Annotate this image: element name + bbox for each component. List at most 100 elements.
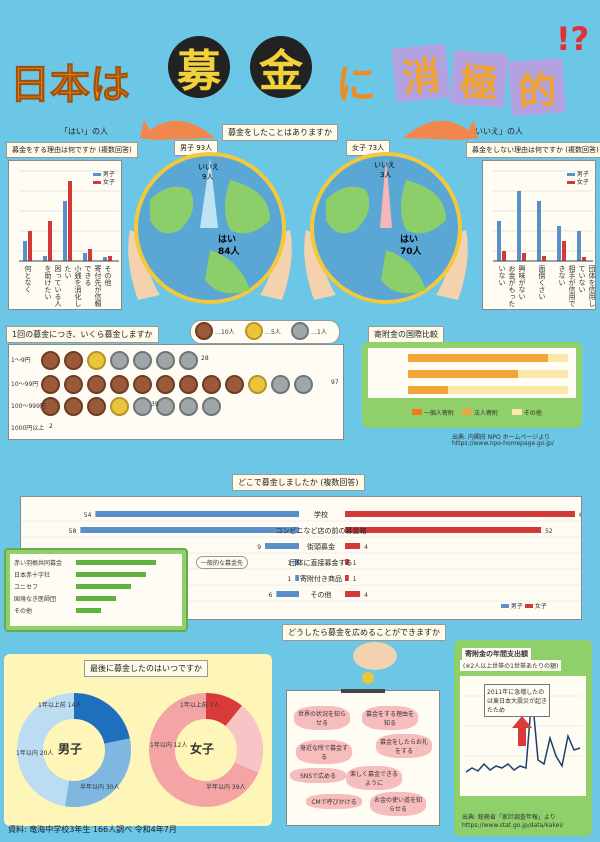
heart-4: SNSで広める bbox=[290, 768, 346, 783]
reason-right-4: 団体を信用していない bbox=[578, 265, 596, 307]
reason-left-1: 困っている人を助けたい bbox=[44, 265, 62, 307]
where-girl-value: 61 bbox=[579, 512, 581, 519]
reason-right-title: 募金をしない理由は何ですか (複数回答) bbox=[466, 142, 600, 158]
coin-row2-item bbox=[87, 397, 106, 416]
title-kyoku-box: 極 bbox=[450, 50, 508, 108]
intl-title: 寄附金の国際比較 bbox=[368, 326, 444, 343]
reason-right-3: 相手が信用できない bbox=[558, 265, 576, 307]
where-bar-boy bbox=[265, 543, 299, 549]
where-bar-girl bbox=[345, 511, 575, 517]
coin-row2-item bbox=[110, 397, 129, 416]
green-bar-3 bbox=[76, 596, 116, 601]
boys-yes-b: 84人 bbox=[218, 247, 240, 257]
where-bar-girl bbox=[345, 543, 361, 549]
green-box-note: 一般的な募金先 bbox=[196, 556, 249, 569]
where-bar-boy bbox=[80, 527, 299, 533]
annual-url: https://www.stat.go.jp/data/kakei/ bbox=[462, 822, 564, 829]
girls-donut-center: 女子 bbox=[190, 742, 215, 756]
where-girl-value: 4 bbox=[364, 592, 368, 599]
amount-row-0-label: 1〜9円 bbox=[11, 357, 31, 364]
reason-left-chart: 何となく 困っている人を助けたい 小銭を消化したい 寄付先が信頼できる その他 … bbox=[8, 160, 122, 310]
amount-row-0-count: 28 bbox=[201, 355, 209, 362]
reason-left-2: 小銭を消化したい bbox=[64, 265, 82, 307]
legend-boy-left: 男子 bbox=[102, 171, 115, 178]
coin-row0-item bbox=[87, 351, 106, 370]
coin-row1-item bbox=[202, 375, 221, 394]
where-girl-value: 4 bbox=[364, 544, 368, 551]
where-chart: 学校5461コンビニなど店の前の募金箱5852街頭募金94団体に直接募金する11… bbox=[21, 510, 587, 602]
annual-title: 寄附金の年間支出額 bbox=[462, 648, 531, 660]
coin-row1-item bbox=[248, 375, 267, 394]
intl-panel: 一個人寄附 法人寄附 その他 bbox=[362, 342, 582, 428]
where-label: 街頭募金 bbox=[307, 542, 335, 551]
amount-row-2-label: 100〜999円 bbox=[11, 403, 46, 410]
coin-row1-item bbox=[179, 375, 198, 394]
reason-right-2: 面倒くさい bbox=[538, 265, 546, 300]
coin-row2-item bbox=[64, 397, 83, 416]
reason-right-0: お金がもったいない bbox=[498, 265, 516, 307]
coin-row0-item bbox=[156, 351, 175, 370]
where-label: 寄附付き商品 bbox=[300, 574, 342, 583]
coin-row1-item bbox=[64, 375, 83, 394]
where-girl-value: 1 bbox=[353, 576, 357, 583]
green-bar-2 bbox=[76, 584, 131, 589]
coin-row0-item bbox=[179, 351, 198, 370]
heart-3: 身近な所で募金する bbox=[296, 740, 352, 764]
coin-row1-item bbox=[41, 375, 60, 394]
coin-10-icon bbox=[195, 322, 213, 340]
annual-sub: (※2人以上世帯の1世帯あたりの額) bbox=[460, 660, 562, 671]
green-item-0: 赤い羽根共同募金 bbox=[14, 560, 63, 567]
coin-row2-item bbox=[202, 397, 221, 416]
intl-source: 出典: 内閣府 NPO ホームページより bbox=[452, 434, 551, 441]
where-bar-girl bbox=[345, 559, 349, 565]
where-boy-value: 1 bbox=[287, 576, 291, 583]
title-kyoku: 極 bbox=[458, 59, 500, 106]
where-bar-boy bbox=[295, 575, 299, 581]
girls-no-a: いいえ bbox=[374, 161, 395, 169]
girls-yes-a: はい bbox=[400, 235, 419, 245]
title-mark: !? bbox=[556, 20, 590, 58]
annual-note: 2011年に急増したのは東日本大震災が起きたため bbox=[484, 684, 550, 717]
where-label: コンビニなど店の前の募金箱 bbox=[276, 526, 367, 535]
coin-row1-item bbox=[271, 375, 290, 394]
girls-donut bbox=[146, 690, 266, 814]
title-bo: 募 bbox=[177, 46, 221, 97]
title-kin-circle: 金 bbox=[250, 36, 312, 98]
coin-1-icon bbox=[291, 322, 309, 340]
coin-row2-item bbox=[41, 397, 60, 416]
girls-globe bbox=[296, 150, 476, 314]
arrow-right-icon bbox=[398, 108, 478, 148]
intl-bar-0 bbox=[408, 354, 548, 362]
reason-left-0: 何となく bbox=[24, 265, 32, 293]
boys-no-a: いいえ bbox=[198, 163, 219, 171]
green-item-3: 国境なき医師団 bbox=[14, 596, 57, 603]
title-ni: に bbox=[336, 62, 376, 108]
boys-no-b: 9人 bbox=[202, 173, 214, 181]
where-label: 学校 bbox=[314, 510, 328, 519]
girls-donut-label-2: 半年以内 39人 bbox=[206, 784, 246, 791]
coin-legend-ten: …10人 bbox=[215, 329, 235, 336]
where-legend-boy: 男子 bbox=[510, 603, 523, 610]
reason-right-1: 興味がない bbox=[518, 265, 526, 300]
where-bar-boy bbox=[276, 591, 299, 597]
where-boy-value: 54 bbox=[84, 512, 92, 519]
boys-donut-label-2: 半年以内 30人 bbox=[80, 784, 120, 791]
coin-row1-item bbox=[225, 375, 244, 394]
green-box: 赤い羽根共同募金 日本赤十字社 ユニセフ 国境なき医師団 その他 bbox=[4, 548, 188, 632]
girls-donut-label-1: 1年以内 12人 bbox=[150, 742, 188, 749]
coin-row0-item bbox=[133, 351, 152, 370]
spread-title: どうしたら募金を広めることができますか bbox=[282, 624, 446, 641]
heart-7: お金の使い道を知らせる bbox=[370, 792, 426, 816]
green-bar-0 bbox=[76, 560, 156, 565]
where-bar-girl bbox=[345, 575, 349, 581]
annual-chart-area: 2011年に急増したのは東日本大震災が起きたため bbox=[460, 676, 586, 796]
intl-bar-2b bbox=[448, 386, 568, 394]
where-bar-girl bbox=[345, 591, 361, 597]
no-label-right: 「いいえ」の人 bbox=[467, 127, 523, 136]
coin-row2-item bbox=[179, 397, 198, 416]
up-arrow-icon bbox=[512, 716, 532, 746]
intl-legend-1: 法人寄附 bbox=[473, 410, 498, 417]
footer-note: 資料: 竜海中学校3年生 166人調べ 令和4年7月 bbox=[8, 825, 177, 834]
coin-legend-one: …1人 bbox=[311, 329, 327, 336]
